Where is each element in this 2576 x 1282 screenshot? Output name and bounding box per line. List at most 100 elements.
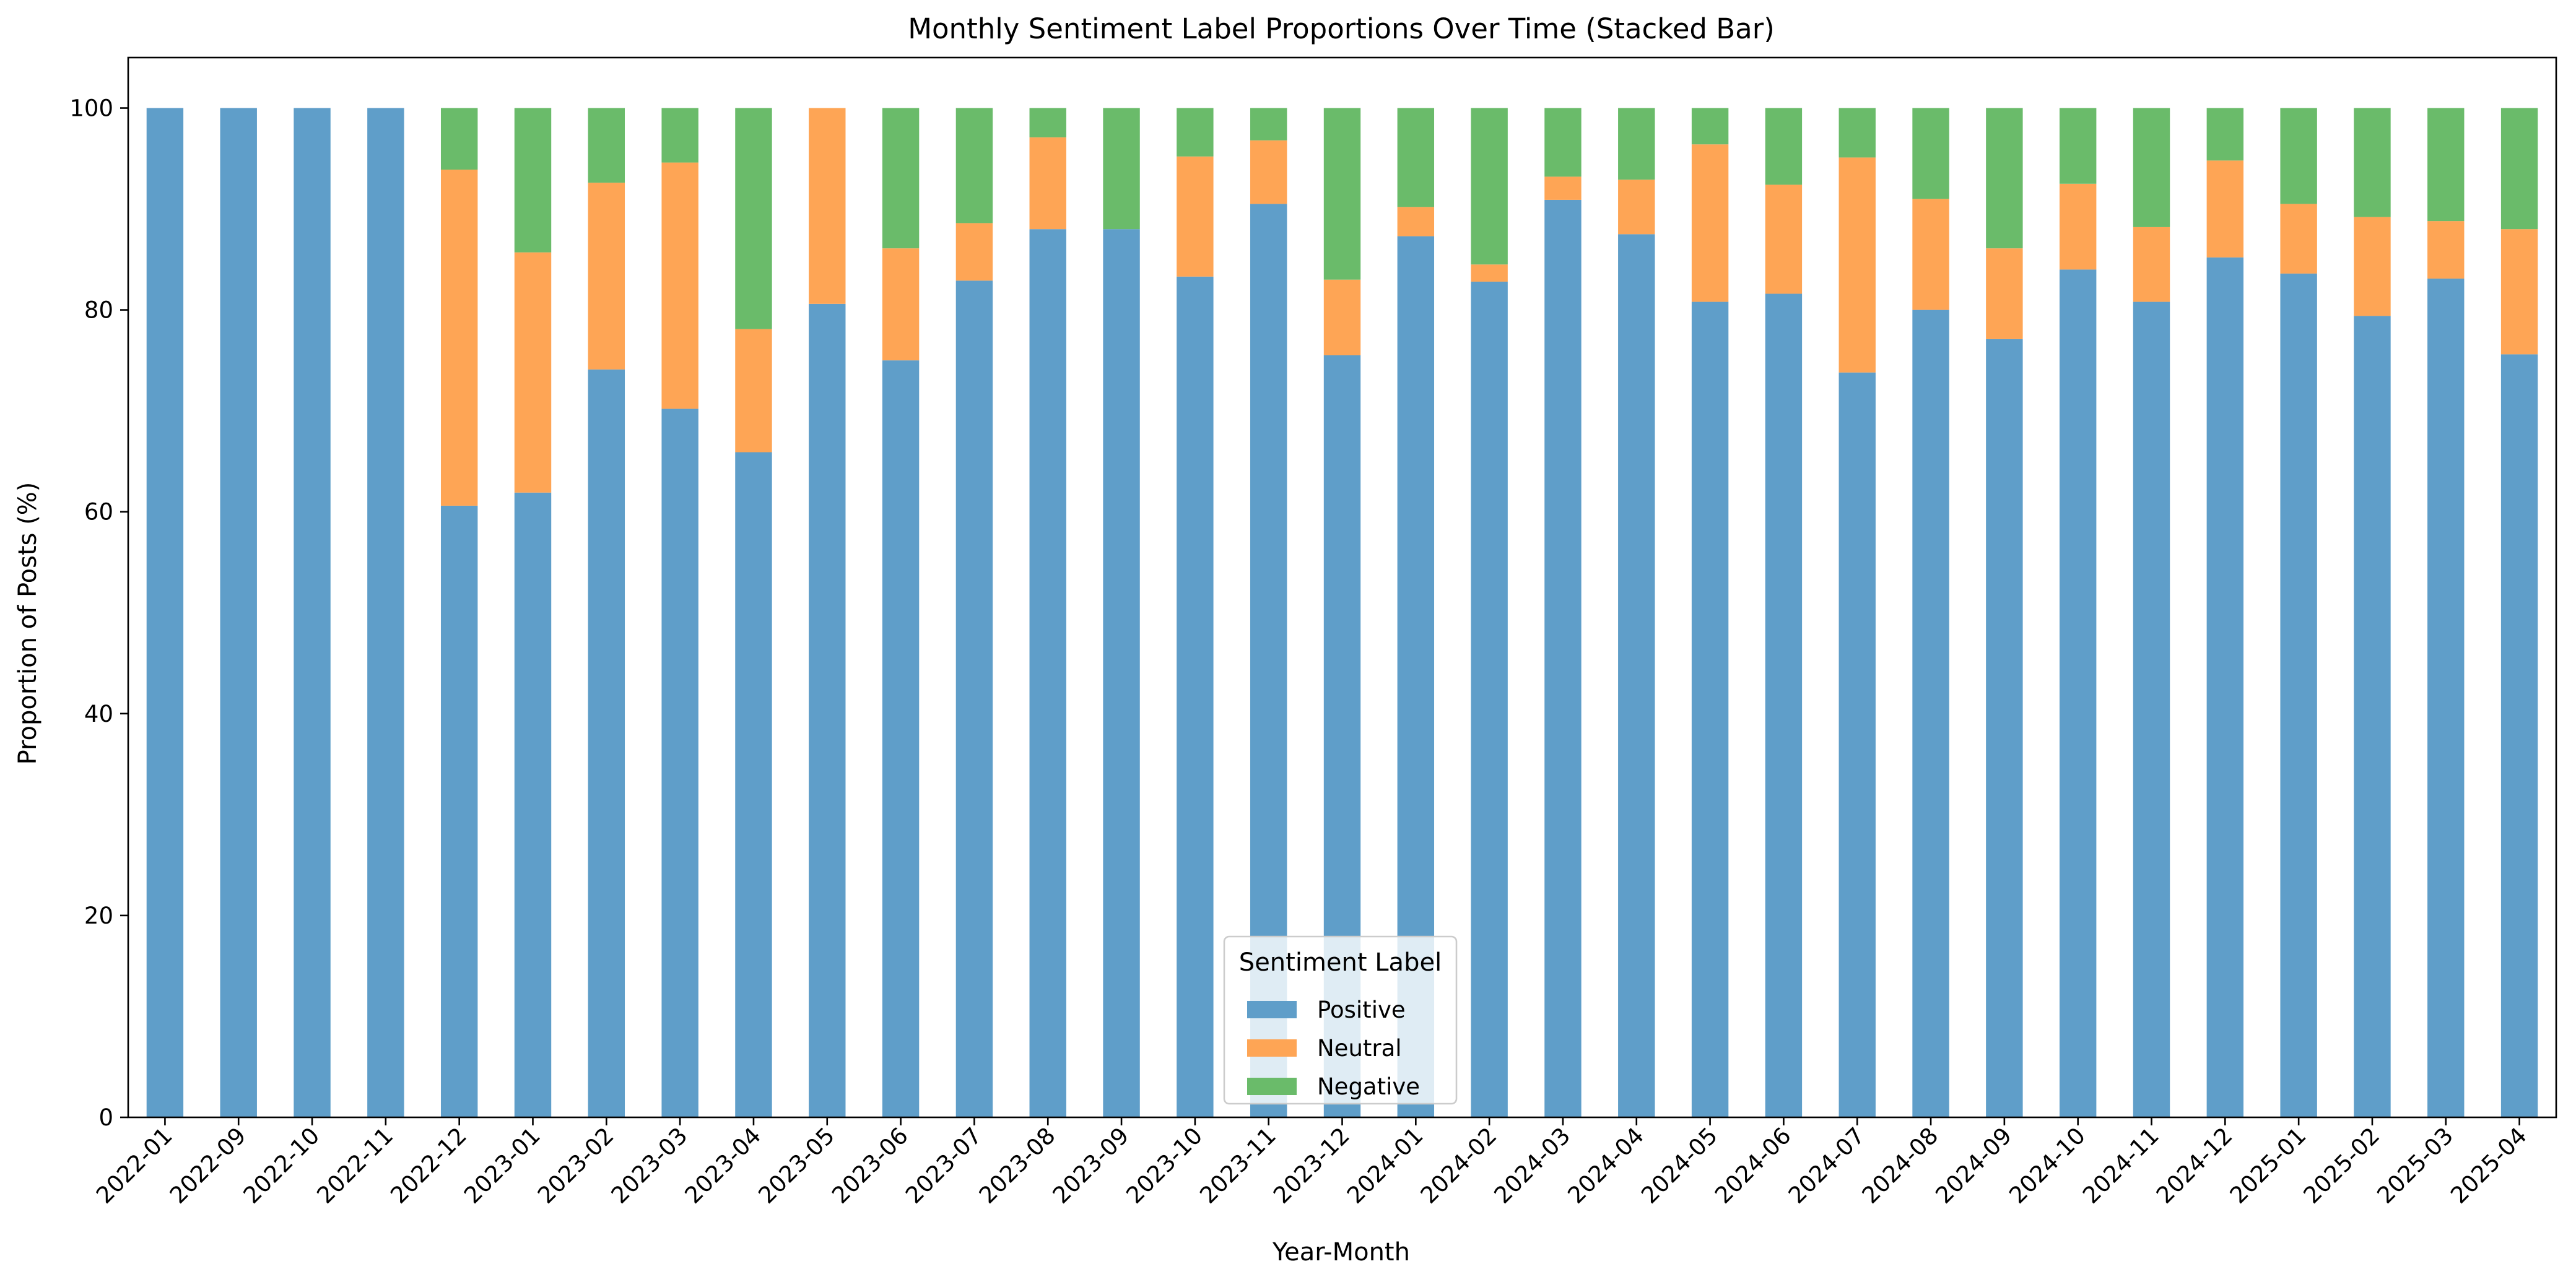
bar-positive-2022-09 xyxy=(220,108,257,1117)
bar-positive-2024-06 xyxy=(1765,293,1803,1117)
chart-title: Monthly Sentiment Label Proportions Over… xyxy=(908,12,1775,45)
bar-negative-2024-11 xyxy=(2133,108,2170,227)
bar-positive-2023-01 xyxy=(514,492,552,1117)
bar-positive-2022-01 xyxy=(146,108,184,1117)
x-tick-label: 2025-02 xyxy=(2299,1122,2385,1209)
legend-title: Sentiment Label xyxy=(1239,948,1442,977)
x-tick-label: 2025-03 xyxy=(2372,1122,2458,1209)
y-tick-label: 0 xyxy=(98,1104,113,1131)
bar-neutral-2024-04 xyxy=(1618,180,1655,235)
bar-negative-2025-03 xyxy=(2427,108,2465,222)
legend-swatch-positive xyxy=(1247,1001,1297,1018)
bar-negative-2025-01 xyxy=(2280,108,2317,204)
bar-neutral-2024-07 xyxy=(1838,157,1876,373)
x-tick-label: 2022-11 xyxy=(311,1122,398,1209)
legend-label-neutral: Neutral xyxy=(1317,1035,1402,1062)
x-tick-label: 2024-05 xyxy=(1636,1122,1723,1209)
bar-positive-2024-11 xyxy=(2133,301,2170,1118)
bar-positive-2025-04 xyxy=(2500,354,2538,1117)
x-tick-label: 2023-06 xyxy=(827,1122,913,1209)
x-tick-label: 2023-10 xyxy=(1121,1122,1208,1209)
x-tick-label: 2024-01 xyxy=(1342,1122,1429,1209)
bar-positive-2024-12 xyxy=(2206,257,2244,1118)
bar-neutral-2025-04 xyxy=(2500,229,2538,355)
bar-negative-2022-12 xyxy=(440,108,478,170)
x-tick-label: 2022-10 xyxy=(238,1122,325,1209)
bar-negative-2023-01 xyxy=(514,108,552,253)
bar-negative-2023-09 xyxy=(1103,108,1140,230)
x-tick-label: 2024-08 xyxy=(1857,1122,1944,1209)
bar-neutral-2025-02 xyxy=(2354,217,2391,316)
bar-negative-2024-10 xyxy=(2059,108,2097,184)
bar-neutral-2024-02 xyxy=(1471,264,1508,282)
bar-positive-2022-12 xyxy=(440,505,478,1117)
bar-neutral-2022-12 xyxy=(440,169,478,506)
bar-neutral-2023-12 xyxy=(1323,279,1361,355)
bar-neutral-2025-01 xyxy=(2280,204,2317,274)
bar-positive-2023-06 xyxy=(882,360,920,1118)
bar-negative-2024-06 xyxy=(1765,108,1803,185)
bar-neutral-2023-08 xyxy=(1029,137,1066,230)
bar-positive-2024-03 xyxy=(1544,199,1582,1117)
y-axis-label: Proportion of Posts (%) xyxy=(14,482,42,765)
bar-positive-2024-05 xyxy=(1691,301,1729,1118)
bar-positive-2023-05 xyxy=(809,303,846,1117)
bar-negative-2024-12 xyxy=(2206,108,2244,161)
bar-positive-2022-11 xyxy=(367,108,404,1117)
bar-negative-2024-05 xyxy=(1691,108,1729,145)
bars-layer xyxy=(146,108,2538,1118)
bar-negative-2024-04 xyxy=(1618,108,1655,180)
legend-swatch-negative xyxy=(1247,1078,1297,1095)
bar-negative-2024-03 xyxy=(1544,108,1582,177)
bar-negative-2024-07 xyxy=(1838,108,1876,158)
x-tick-label: 2023-12 xyxy=(1268,1122,1355,1209)
bar-neutral-2024-09 xyxy=(1986,248,2023,339)
bar-neutral-2023-07 xyxy=(955,223,993,281)
x-tick-label: 2024-10 xyxy=(2004,1122,2091,1209)
bar-positive-2022-10 xyxy=(294,108,331,1117)
x-tick-label: 2023-11 xyxy=(1194,1122,1281,1209)
bar-neutral-2023-10 xyxy=(1177,156,1214,277)
y-tick-label: 60 xyxy=(84,499,113,526)
bar-positive-2023-10 xyxy=(1177,276,1214,1117)
bar-neutral-2024-12 xyxy=(2206,160,2244,258)
bar-positive-2023-02 xyxy=(588,369,625,1117)
legend: Sentiment Label Positive Neutral Negative xyxy=(1223,935,1458,1105)
bar-negative-2024-09 xyxy=(1986,108,2023,249)
x-tick-label: 2024-11 xyxy=(2078,1122,2164,1209)
bar-positive-2024-08 xyxy=(1912,310,1949,1118)
bar-negative-2023-06 xyxy=(882,108,920,249)
bar-positive-2024-07 xyxy=(1838,372,1876,1118)
bar-neutral-2024-06 xyxy=(1765,184,1803,294)
bar-positive-2025-03 xyxy=(2427,279,2465,1118)
x-tick-label: 2023-05 xyxy=(753,1122,840,1209)
bar-negative-2024-08 xyxy=(1912,108,1949,199)
bar-neutral-2025-03 xyxy=(2427,221,2465,279)
bar-positive-2024-10 xyxy=(2059,269,2097,1117)
bar-negative-2025-02 xyxy=(2354,108,2391,217)
bar-negative-2023-07 xyxy=(955,108,993,223)
x-axis-label: Year-Month xyxy=(1272,1238,1410,1267)
x-tick-label: 2023-07 xyxy=(900,1122,987,1209)
bar-positive-2023-08 xyxy=(1029,229,1066,1118)
x-tick-label: 2023-03 xyxy=(606,1122,693,1209)
x-tick-label: 2024-07 xyxy=(1783,1122,1870,1209)
bar-neutral-2024-08 xyxy=(1912,199,1949,310)
bar-positive-2023-09 xyxy=(1103,229,1140,1118)
x-tick-label: 2025-01 xyxy=(2225,1122,2312,1209)
bar-neutral-2024-11 xyxy=(2133,227,2170,302)
y-tick-label: 40 xyxy=(84,701,113,727)
bar-positive-2023-03 xyxy=(661,409,698,1117)
bar-positive-2025-01 xyxy=(2280,273,2317,1118)
bar-positive-2023-04 xyxy=(735,452,772,1118)
x-tick-label: 2025-04 xyxy=(2445,1122,2532,1209)
x-tick-label: 2023-04 xyxy=(680,1122,767,1209)
bar-negative-2023-08 xyxy=(1029,108,1066,137)
bar-neutral-2024-05 xyxy=(1691,144,1729,302)
bar-positive-2025-02 xyxy=(2354,316,2391,1118)
bar-neutral-2023-11 xyxy=(1250,140,1287,204)
bar-negative-2023-12 xyxy=(1323,108,1361,280)
x-tick-label: 2024-12 xyxy=(2151,1122,2238,1209)
